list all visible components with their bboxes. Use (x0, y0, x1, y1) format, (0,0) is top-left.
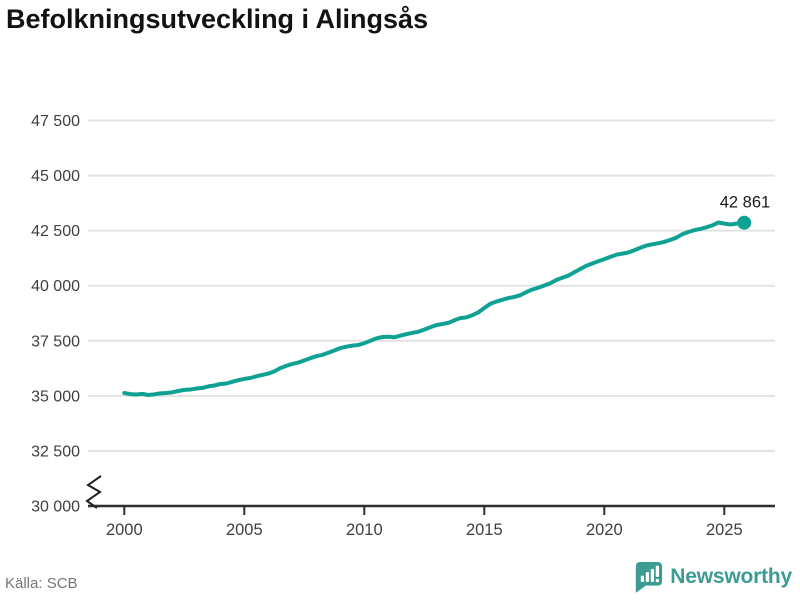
end-point-dot (737, 215, 752, 230)
x-tick-label: 2025 (706, 521, 743, 539)
source-label: Källa: SCB (5, 575, 78, 592)
end-value-label: 42 861 (720, 194, 770, 212)
x-tick-label: 2015 (466, 521, 503, 539)
y-tick-label: 47 500 (31, 113, 80, 130)
y-tick-label: 37 500 (31, 333, 80, 350)
population-line (122, 220, 747, 397)
y-tick-label: 40 000 (31, 278, 80, 295)
y-tick-label: 42 500 (31, 223, 80, 240)
newsworthy-bubble-chart-icon (636, 562, 663, 593)
y-tick-label: 35 000 (31, 388, 80, 405)
x-tick-label: 2020 (586, 521, 623, 539)
x-tick-label: 2005 (226, 521, 263, 539)
y-tick-label: 45 000 (31, 168, 80, 185)
newsworthy-wordmark: Newsworthy (670, 565, 792, 588)
x-tick-label: 2000 (106, 521, 143, 539)
newsworthy-logo: Newsworthy (634, 561, 792, 593)
y-tick-label: 32 500 (31, 443, 80, 460)
page-title: Befolkningsutveckling i Alingsås (6, 4, 429, 34)
y-tick-label: 30 000 (31, 499, 80, 516)
x-tick-label: 2010 (346, 521, 383, 539)
axis-break-icon (85, 475, 102, 509)
